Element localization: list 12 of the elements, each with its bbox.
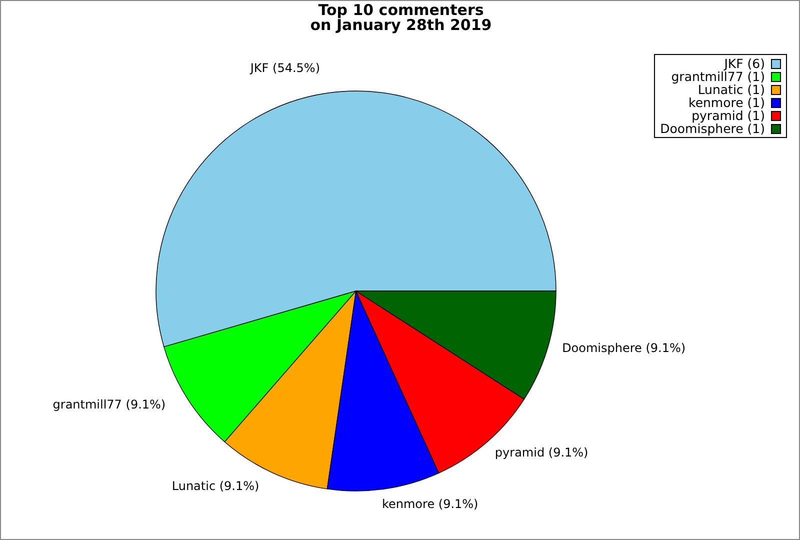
legend-label: grantmill77 (1) (671, 69, 765, 84)
legend-label: kenmore (1) (688, 95, 765, 110)
legend-label: pyramid (1) (692, 108, 765, 123)
text: kenmore (9.1%) (382, 496, 478, 511)
text: Lunatic (9.1%) (172, 478, 260, 493)
chart-title: Top 10 commenters on January 28th 2019 (309, 1, 493, 34)
legend-label: JKF (6) (724, 56, 765, 71)
text: grantmill77 (9.1%) (52, 397, 166, 412)
text: JKF (54.5%) (249, 61, 320, 76)
text: pyramid (9.1%) (494, 445, 588, 460)
text: Doomisphere (9.1%) (562, 341, 686, 356)
legend-label: Lunatic (1) (698, 82, 765, 97)
